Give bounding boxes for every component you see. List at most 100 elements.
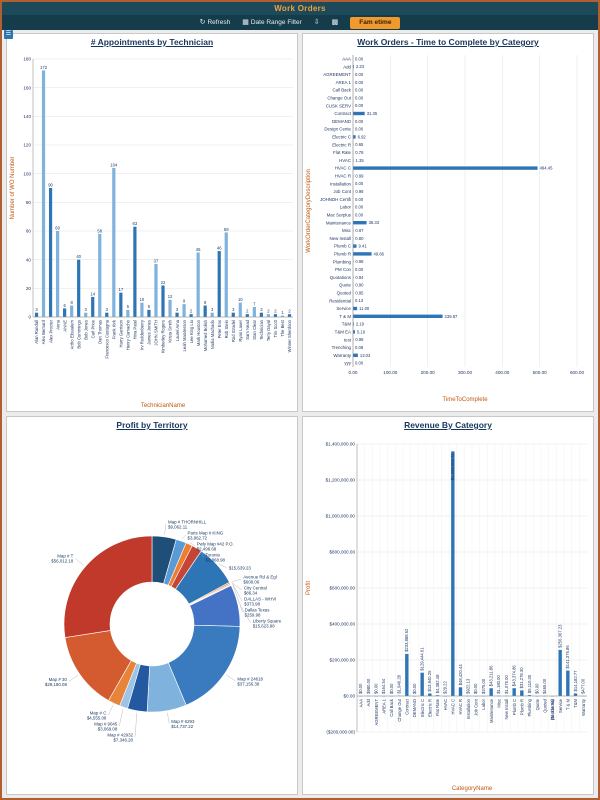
svg-text:ANNE: ANNE [62,320,67,332]
svg-text:0.08: 0.08 [355,345,364,350]
svg-text:Bob Cummings: Bob Cummings [76,320,81,349]
report-button[interactable]: ▩ [332,19,339,26]
svg-text:0.00: 0.00 [355,119,364,124]
svg-text:The Best: The Best [280,319,285,337]
svg-text:6: 6 [63,303,66,308]
svg-text:0.00: 0.00 [355,56,364,61]
svg-text:Irv Roddenberry: Irv Roddenberry [140,319,145,350]
svg-text:200.00: 200.00 [421,370,435,375]
svg-text:Warranty: Warranty [581,698,586,716]
time-to-complete-card: Work Orders - Time to Complete by Catego… [302,33,594,412]
svg-text:180: 180 [23,57,31,62]
svg-text:$14,737.22: $14,737.22 [171,724,194,729]
svg-text:2: 2 [274,309,277,314]
svg-text:Number of WO Number: Number of WO Number [10,156,16,219]
svg-text:TechnicianName: TechnicianName [141,403,186,409]
date-range-filter-button[interactable]: ▦ Date Range Filter [242,19,302,26]
svg-text:$608.06: $608.06 [243,579,259,584]
svg-text:6.92: 6.92 [358,134,367,139]
svg-text:Map # 6293: Map # 6293 [171,719,195,724]
svg-text:Map # C: Map # C [90,710,107,715]
svg-text:$43,211.86: $43,211.86 [489,665,494,686]
svg-text:Add: Add [343,64,351,69]
svg-text:0.00: 0.00 [355,181,364,186]
svg-text:40: 40 [76,254,81,259]
svg-text:Map # 30: Map # 30 [49,677,68,682]
svg-text:5.19: 5.19 [357,329,366,334]
svg-text:Labor: Labor [340,205,352,210]
refresh-button[interactable]: ↻ Refresh [200,19,231,26]
svg-text:0.95: 0.95 [355,290,364,295]
svg-text:Map # 9045: Map # 9045 [94,721,118,726]
panel-menu-icon[interactable]: ☰ [4,30,13,39]
svg-text:5: 5 [127,304,130,309]
svg-text:3: 3 [211,307,214,312]
svg-text:Plumb C: Plumb C [334,244,351,249]
svg-text:Mac Surplus: Mac Surplus [327,213,352,218]
svg-text:test: test [344,337,352,342]
svg-text:Avenue Rd & Egl: Avenue Rd & Egl [243,574,276,579]
svg-text:0.90: 0.90 [355,283,364,288]
svg-text:10: 10 [238,297,243,302]
svg-text:2: 2 [246,309,249,314]
svg-text:3: 3 [176,307,179,312]
svg-text:$259.98: $259.98 [245,612,261,617]
svg-text:$15,623.98: $15,623.98 [253,623,276,628]
svg-text:$4,555.08: $4,555.08 [87,715,107,720]
svg-text:0.00: 0.00 [355,88,364,93]
svg-text:($200,000.00): ($200,000.00) [326,730,355,735]
svg-text:$1,946.28: $1,946.28 [397,674,402,693]
svg-text:0.97: 0.97 [355,228,364,233]
svg-text:HVAC R: HVAC R [458,699,463,715]
svg-text:HVAC R: HVAC R [335,174,351,179]
svg-text:Plumb R: Plumb R [520,699,525,715]
svg-text:Residential: Residential [329,298,351,303]
svg-text:Job Cont: Job Cont [474,698,479,716]
famtime-button[interactable]: Fam etime [350,16,401,29]
svg-text:3: 3 [232,307,235,312]
svg-text:300.00: 300.00 [458,370,472,375]
svg-text:Quotations: Quotations [330,275,352,280]
svg-text:Quote: Quote [339,283,352,288]
svg-text:DEMAND: DEMAND [412,699,417,717]
svg-text:$0.00: $0.00 [535,683,540,694]
svg-text:$0.00: $0.00 [358,683,363,694]
svg-text:3: 3 [85,307,88,312]
svg-text:2.19: 2.19 [356,322,365,327]
svg-text:0.00: 0.00 [355,205,364,210]
svg-text:3: 3 [260,307,263,312]
svg-text:1: 1 [281,310,284,315]
svg-text:Plumb R: Plumb R [334,252,351,257]
svg-text:Electric C: Electric C [332,135,351,140]
svg-text:Tim Scott: Tim Scott [273,319,278,337]
svg-text:13.03: 13.03 [360,353,371,358]
svg-text:500.00: 500.00 [533,370,547,375]
svg-text:Plumb C: Plumb C [512,699,517,715]
svg-text:$29.22: $29.22 [443,681,448,694]
svg-text:172: 172 [40,65,48,70]
svg-text:0.13: 0.13 [355,298,364,303]
export-button[interactable]: ⇩ [314,19,320,26]
svg-text:Dallas Texas: Dallas Texas [245,607,271,612]
svg-text:400.00: 400.00 [495,370,509,375]
svg-text:Installation: Installation [466,698,471,719]
svg-text:$0.00: $0.00 [412,683,417,694]
svg-text:$1,075.00: $1,075.00 [504,675,509,694]
svg-text:0.00: 0.00 [355,212,364,217]
svg-text:$1,000,000.00: $1,000,000.00 [326,514,356,519]
svg-text:Nadia Machado: Nadia Machado [210,319,215,349]
svg-text:$7,346.28: $7,346.28 [113,737,133,742]
svg-text:$1,359,059.74: $1,359,059.74 [450,453,455,480]
svg-text:12: 12 [168,294,173,299]
svg-text:Ryan Lauer: Ryan Lauer [238,319,243,341]
svg-text:$1,180.00: $1,180.00 [496,674,501,693]
svg-text:$48,420.44: $48,420.44 [458,664,463,686]
svg-text:Artho Elisualem: Artho Elisualem [69,319,74,349]
date-range-filter-label: Date Range Filter [250,19,302,26]
svg-text:Hina Patel: Hina Patel [133,320,138,339]
svg-text:JOHN SMITH: JOHN SMITH [154,320,159,346]
svg-text:Sam Nead: Sam Nead [245,319,250,339]
svg-text:1.35: 1.35 [356,158,365,163]
svg-text:City Central: City Central [244,585,267,590]
calendar-icon: ▦ [242,19,249,26]
